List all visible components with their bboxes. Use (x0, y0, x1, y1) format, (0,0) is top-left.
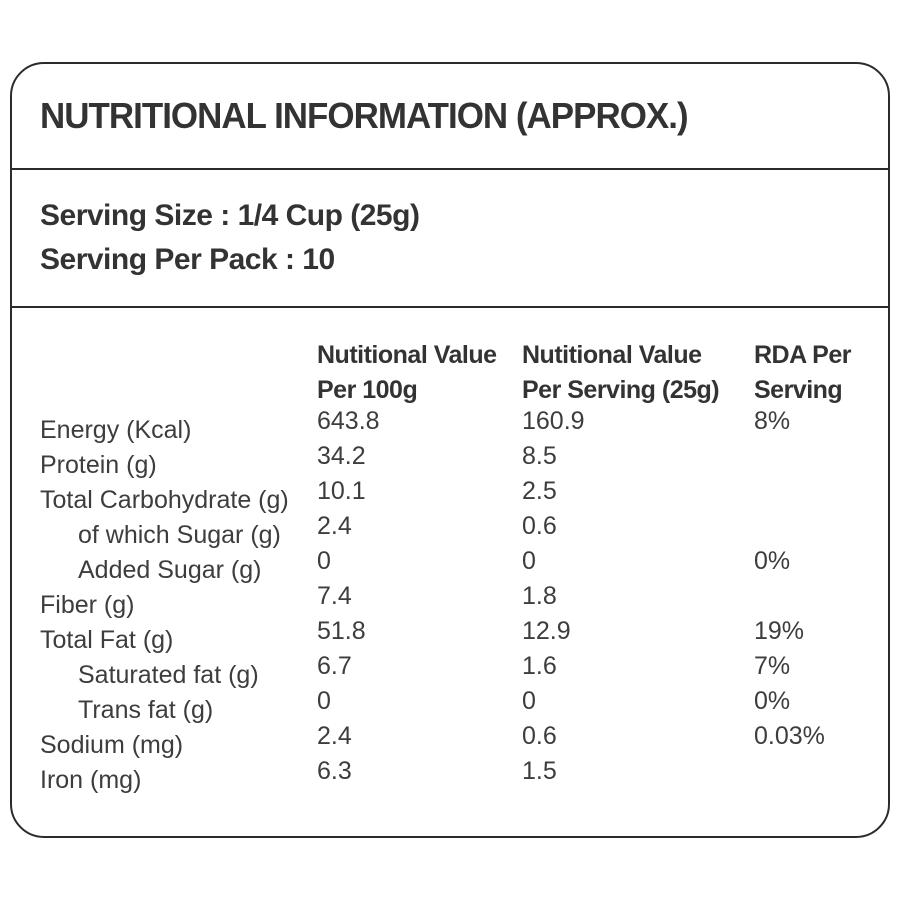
table-row: Sodium (mg) 2.4 0.6 0.03% (40, 722, 878, 763)
serving-section: Serving Size : 1/4 Cup (25g) Serving Per… (12, 170, 888, 306)
serving-per-pack-text: Serving Per Pack : 10 (40, 243, 335, 276)
table-row: Trans fat (g) 0 0 0% (40, 687, 878, 728)
column-header-line: Per Serving (25g) (522, 376, 720, 404)
value-rda: 0.03% (754, 722, 825, 750)
table-body: Energy (Kcal) 643.8 160.9 8% Protein (g)… (40, 407, 878, 798)
value-per-serving: 0 (522, 687, 536, 715)
column-header-line: Nutitional Value (317, 341, 497, 369)
serving-size-text: Serving Size : 1/4 Cup (25g) (40, 199, 420, 232)
value-per-100g: 34.2 (317, 442, 366, 470)
row-label: Trans fat (g) (78, 696, 214, 724)
column-header-line: Per 100g (317, 376, 418, 404)
row-label: Added Sugar (g) (78, 556, 262, 584)
value-rda: 8% (754, 407, 791, 435)
row-label: Protein (g) (40, 451, 157, 479)
table-row: of which Sugar (g) 2.4 0.6 (40, 512, 878, 553)
value-per-serving: 0.6 (522, 722, 557, 750)
column-header-line: Nutitional Value (522, 341, 702, 369)
table-row: Saturated fat (g) 6.7 1.6 7% (40, 652, 878, 693)
divider-top (12, 168, 888, 170)
title-section: NUTRITIONAL INFORMATION (APPROX.) (12, 64, 888, 168)
value-per-serving: 2.5 (522, 477, 557, 505)
table-row: Total Fat (g) 51.8 12.9 19% (40, 617, 878, 658)
page-title: NUTRITIONAL INFORMATION (APPROX.) (40, 95, 689, 136)
value-per-serving: 0 (522, 547, 536, 575)
column-header-rda: RDA Per Serving (754, 338, 878, 408)
divider-bottom (12, 306, 888, 308)
table-row: Iron (mg) 6.3 1.5 (40, 757, 878, 798)
table-header-row: Nutitional Value Per 100g Nutitional Val… (40, 338, 878, 408)
row-label: Fiber (g) (40, 591, 135, 619)
column-header-line: Serving (754, 376, 843, 404)
value-rda: 0% (754, 687, 791, 715)
column-header-per-serving: Nutitional Value Per Serving (25g) (522, 338, 754, 408)
value-rda: 19% (754, 617, 805, 645)
row-label: of which Sugar (g) (78, 521, 281, 549)
value-per-100g: 0 (317, 547, 331, 575)
row-label: Sodium (mg) (40, 731, 184, 759)
value-per-serving: 1.6 (522, 652, 557, 680)
value-per-serving: 12.9 (522, 617, 571, 645)
value-per-100g: 6.7 (317, 652, 352, 680)
row-label: Saturated fat (g) (78, 661, 259, 689)
value-per-100g: 7.4 (317, 582, 352, 610)
value-per-100g: 2.4 (317, 722, 352, 750)
value-per-100g: 0 (317, 687, 331, 715)
column-header-line: RDA Per (754, 341, 852, 369)
table-row: Fiber (g) 7.4 1.8 (40, 582, 878, 623)
table-row: Energy (Kcal) 643.8 160.9 8% (40, 407, 878, 448)
table-row: Added Sugar (g) 0 0 0% (40, 547, 878, 588)
table-row: Protein (g) 34.2 8.5 (40, 442, 878, 483)
row-label: Total Carbohydrate (g) (40, 486, 289, 514)
row-label: Energy (Kcal) (40, 416, 192, 444)
nutrition-table: Nutitional Value Per 100g Nutitional Val… (12, 308, 888, 798)
table-row: Total Carbohydrate (g) 10.1 2.5 (40, 477, 878, 518)
value-per-serving: 160.9 (522, 407, 585, 435)
value-rda: 7% (754, 652, 791, 680)
value-per-100g: 51.8 (317, 617, 366, 645)
value-per-100g: 2.4 (317, 512, 352, 540)
value-per-100g: 643.8 (317, 407, 380, 435)
value-per-serving: 0.6 (522, 512, 557, 540)
row-label: Iron (mg) (40, 766, 142, 794)
value-per-serving: 1.8 (522, 582, 557, 610)
column-header-per-100g: Nutitional Value Per 100g (317, 338, 522, 408)
value-per-serving: 8.5 (522, 442, 557, 470)
value-per-serving: 1.5 (522, 757, 557, 785)
value-per-100g: 6.3 (317, 757, 352, 785)
value-rda: 0% (754, 547, 791, 575)
value-per-100g: 10.1 (317, 477, 366, 505)
nutrition-label-card: NUTRITIONAL INFORMATION (APPROX.) Servin… (10, 62, 890, 838)
row-label: Total Fat (g) (40, 626, 174, 654)
